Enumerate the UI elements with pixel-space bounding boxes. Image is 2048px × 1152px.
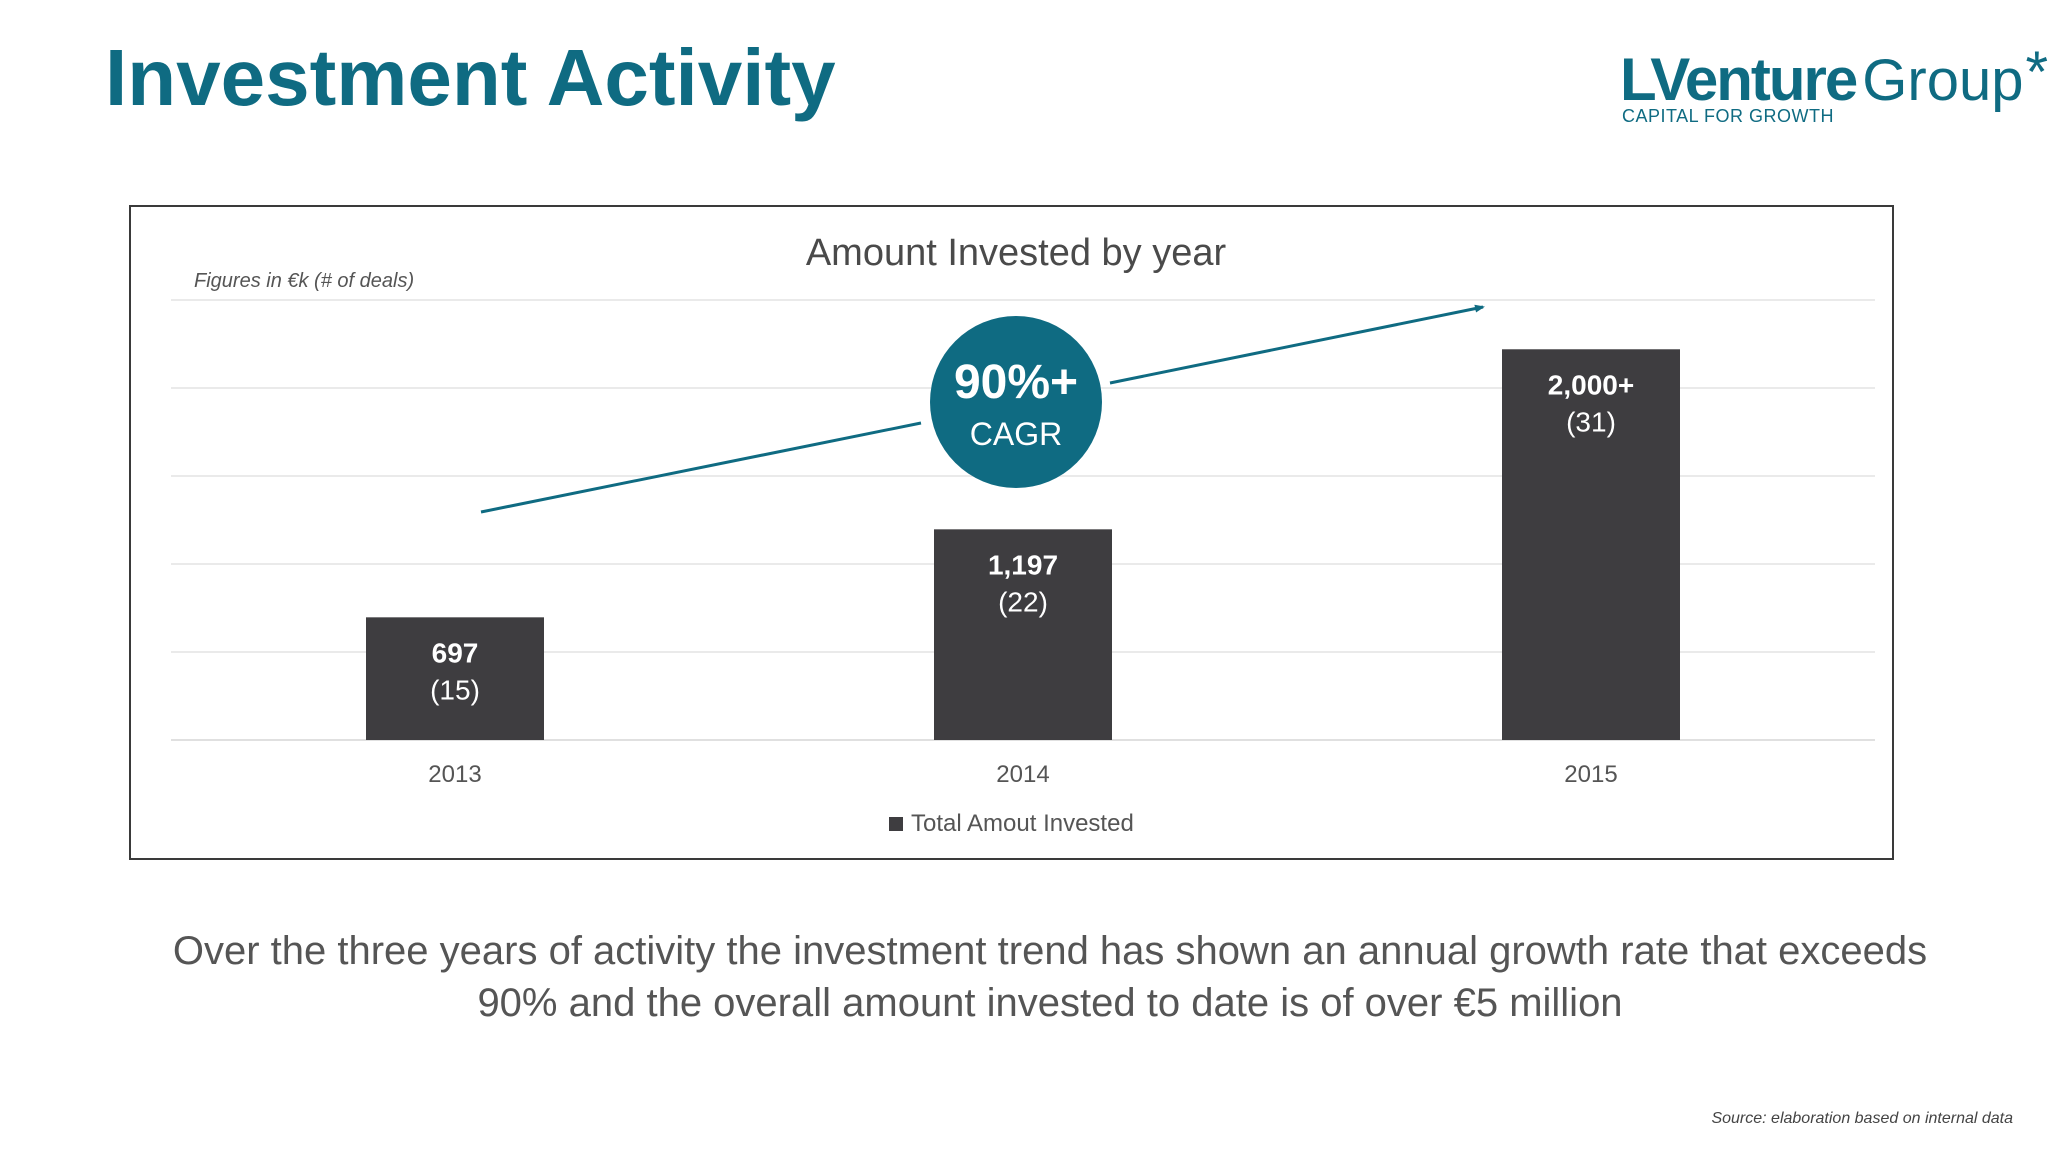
bar-deal-count-label: (15) [430,674,480,705]
company-logo: LVenture Group* CAPITAL FOR GROWTH [1620,44,2048,140]
bar-value-label: 697 [432,637,479,668]
source-note: Source: elaboration based on internal da… [1711,1110,2013,1127]
cagr-label: CAGR [970,416,1062,452]
bar-value-label: 2,000+ [1548,369,1634,400]
bar-deal-count-label: (31) [1566,406,1616,437]
chart-unit-note: Figures in €k (# of deals) [194,270,414,292]
summary-caption: Over the three years of activity the inv… [172,929,1928,1025]
bar-2014 [934,529,1112,740]
x-tick-label: 2015 [1564,761,1617,788]
cagr-circle [930,316,1102,488]
logo-text-bold: LVenture [1620,46,1858,113]
cagr-value: 90%+ [954,356,1078,409]
cagr-badge: 90%+ CAGR [930,316,1102,488]
bar-2013 [366,617,544,740]
bar-deal-count-label: (22) [998,586,1048,617]
chart-title: Amount Invested by year [806,232,1227,274]
legend: Total Amout Invested [889,810,1134,837]
legend-swatch [889,817,903,831]
bars [366,349,1680,740]
logo-tagline: CAPITAL FOR GROWTH [1622,106,1835,126]
bar-chart: 697(15)1,197(22)2,000+(31) 2013 2014 2015 … [171,232,1875,837]
x-tick-label: 2014 [996,761,1049,788]
logo-asterisk-icon: * [2025,40,2048,105]
trend-arrow-right [1109,304,1485,385]
x-axis-labels: 2013 2014 2015 [428,761,1617,788]
data-labels: 697 (15) 1,197 (22) 2,000+ (31) [430,369,1634,705]
logo-text-regular: Group [1862,48,2024,113]
bar-2015 [1502,349,1680,740]
chart-frame: 697 (15) 1,197 (22) 2,000+ (31) 2013 2014 2015 … [129,205,1894,860]
bar-value-label: 1,197 [988,549,1058,580]
trend-arrow-left [480,421,922,514]
page-title: Investment Activity [105,33,836,122]
x-tick-label: 2013 [428,761,481,788]
legend-label: Total Amout Invested [911,810,1134,837]
